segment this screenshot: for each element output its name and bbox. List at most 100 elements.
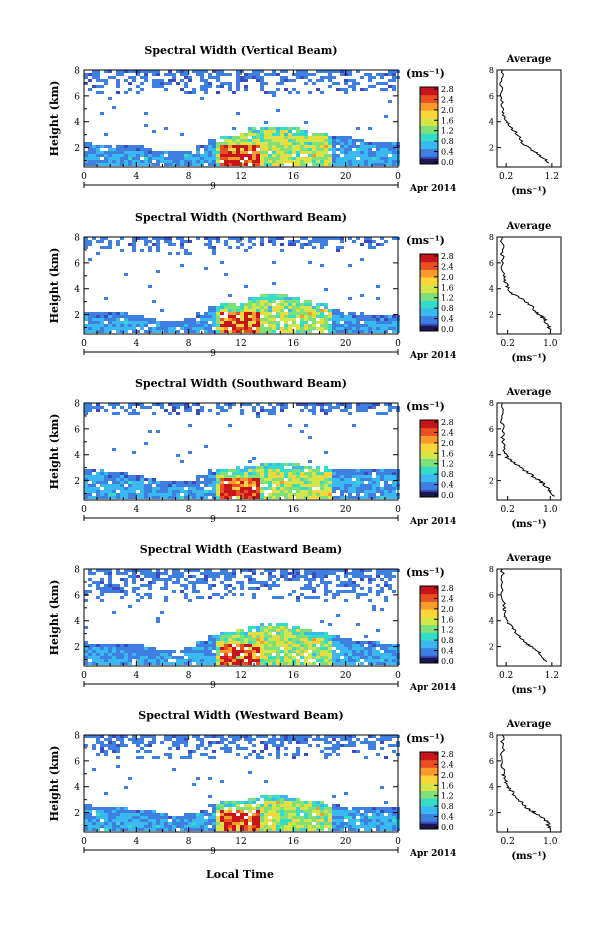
heatmap-cell	[120, 816, 124, 819]
heatmap-cell	[112, 653, 116, 656]
heatmap-cell	[228, 807, 232, 810]
colorbar-segment	[420, 292, 438, 295]
heatmap-cell	[240, 309, 244, 312]
heatmap-cell	[100, 569, 104, 572]
heatmap-cell	[188, 753, 192, 756]
heatmap-cell	[184, 653, 188, 656]
heatmap-cell	[344, 142, 348, 145]
heatmap-cell	[200, 744, 204, 747]
heatmap-cell	[304, 300, 308, 303]
heatmap-cell	[180, 88, 184, 91]
heatmap-cell	[212, 635, 216, 638]
heatmap-cell	[212, 810, 216, 813]
heatmap-cell	[276, 753, 280, 756]
heatmap-cell	[176, 403, 180, 406]
heatmap-cell	[144, 659, 148, 662]
heatmap-cell	[276, 490, 280, 493]
heatmap-cell	[276, 303, 280, 306]
heatmap-cell	[228, 246, 232, 249]
heatmap-cell	[300, 804, 304, 807]
heatmap-cell	[236, 306, 240, 309]
heatmap-cell	[104, 744, 108, 747]
heatmap-cell	[152, 572, 156, 575]
heatmap-cell	[152, 79, 156, 82]
heatmap-cell	[144, 330, 148, 333]
heatmap-cell	[284, 623, 288, 626]
heatmap-cell	[368, 469, 372, 472]
heatmap-cell	[388, 327, 392, 330]
heatmap-cell	[240, 662, 244, 665]
avg-x-tick-label: 0.2	[501, 505, 515, 515]
heatmap-cell	[384, 493, 388, 496]
heatmap-cell	[112, 650, 116, 653]
heatmap-cell	[160, 309, 164, 312]
heatmap-cell	[96, 163, 100, 166]
heatmap-cell	[240, 656, 244, 659]
heatmap-cell	[392, 475, 396, 478]
heatmap-cell	[116, 160, 120, 163]
heatmap-cell	[328, 478, 332, 481]
heatmap-cell	[124, 487, 128, 490]
heatmap-cell	[304, 741, 308, 744]
heatmap-cell	[344, 590, 348, 593]
colorbar-segment	[420, 288, 438, 292]
heatmap-cell	[316, 801, 320, 804]
heatmap-cell	[248, 653, 252, 656]
heatmap-cell	[204, 813, 208, 816]
heatmap-cell	[216, 85, 220, 88]
heatmap-cell	[132, 237, 136, 240]
heatmap-cell	[392, 163, 396, 166]
heatmap-cell	[260, 145, 264, 148]
heatmap-cell	[388, 572, 392, 575]
heatmap-cell	[252, 145, 256, 148]
heatmap-cell	[264, 481, 268, 484]
heatmap-cell	[348, 324, 352, 327]
heatmap-cell	[352, 330, 356, 333]
heatmap-cell	[280, 406, 284, 409]
heatmap-cell	[268, 572, 272, 575]
heatmap-cell	[340, 240, 344, 243]
heatmap-cell	[108, 569, 112, 572]
heatmap-cell	[204, 475, 208, 478]
heatmap-cell	[304, 121, 308, 124]
heatmap-cell	[164, 587, 168, 590]
heatmap-cell	[260, 828, 264, 831]
heatmap-cell	[284, 133, 288, 136]
heatmap-cell	[92, 819, 96, 822]
heatmap-cell	[240, 330, 244, 333]
heatmap-cell	[216, 472, 220, 475]
heatmap-cell	[336, 403, 340, 406]
heatmap-cell	[364, 318, 368, 321]
heatmap-cell	[92, 151, 96, 154]
heatmap-cell	[340, 403, 344, 406]
heatmap-cell	[252, 738, 256, 741]
heatmap-cell	[176, 163, 180, 166]
heatmap-cell	[120, 587, 124, 590]
avg-y-tick-label: 2	[489, 144, 494, 153]
heatmap-cell	[328, 76, 332, 79]
heatmap-cell	[220, 73, 224, 76]
heatmap-cell	[224, 804, 228, 807]
heatmap-cell	[320, 264, 324, 267]
heatmap-cell	[372, 578, 376, 581]
heatmap-cell	[164, 490, 168, 493]
heatmap-cell	[140, 496, 144, 499]
heatmap-cell	[168, 816, 172, 819]
heatmap-cell	[248, 650, 252, 653]
heatmap-cell	[276, 484, 280, 487]
heatmap-cell	[132, 148, 136, 151]
heatmap-cell	[308, 403, 312, 406]
heatmap-cell	[112, 822, 116, 825]
heatmap-cell	[84, 330, 88, 333]
heatmap-cell	[348, 403, 352, 406]
heatmap-cell	[292, 297, 296, 300]
colorbar-segment	[420, 445, 438, 448]
heatmap-cell	[300, 430, 304, 433]
heatmap-cell	[316, 496, 320, 499]
heatmap-cell	[152, 650, 156, 653]
heatmap-cell	[144, 822, 148, 825]
colorbar-segment	[420, 420, 438, 423]
heatmap-cell	[276, 750, 280, 753]
heatmap-cell	[284, 130, 288, 133]
heatmap-cell	[260, 294, 264, 297]
